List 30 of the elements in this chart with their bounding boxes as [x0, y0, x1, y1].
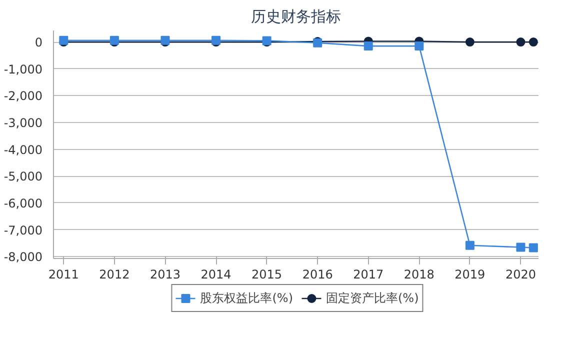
y-tick-label: -7,000 [4, 223, 43, 238]
x-tick-label: 2017 [353, 268, 384, 282]
y-tick-label: -8,000 [4, 250, 43, 264]
y-tick-label: -1,000 [4, 62, 43, 76]
point [465, 240, 474, 250]
point [414, 42, 424, 51]
point [465, 38, 474, 47]
x-tick-label: 2019 [454, 268, 486, 282]
legend-label: 固定资产比率(%) [326, 290, 419, 306]
x-tick-label: 2011 [48, 268, 79, 282]
y-tick-label: -5,000 [4, 170, 43, 184]
x-tick-label: 2013 [150, 268, 181, 282]
x-tick-label: 2018 [404, 268, 434, 282]
x-tick-label: 2014 [200, 268, 232, 282]
legend-label: 股东权益比率(%) [200, 290, 293, 306]
y-tick-label: -3,000 [4, 116, 43, 130]
y-tick-label: -6,000 [4, 196, 43, 210]
y-tick-label: -4,000 [4, 142, 43, 157]
x-tick-label: 2016 [302, 268, 333, 282]
point [516, 38, 526, 47]
y-tick-label: 0 [34, 36, 43, 50]
y-tick-label: -2,000 [4, 89, 43, 104]
point [528, 38, 538, 47]
point [528, 243, 538, 252]
chart-title: 历史财务指标 [251, 8, 341, 26]
x-tick-label: 2020 [505, 268, 536, 282]
x-tick-label: 2012 [99, 268, 130, 282]
point [364, 42, 373, 51]
point [516, 242, 526, 252]
x-tick-label: 2015 [252, 268, 282, 282]
